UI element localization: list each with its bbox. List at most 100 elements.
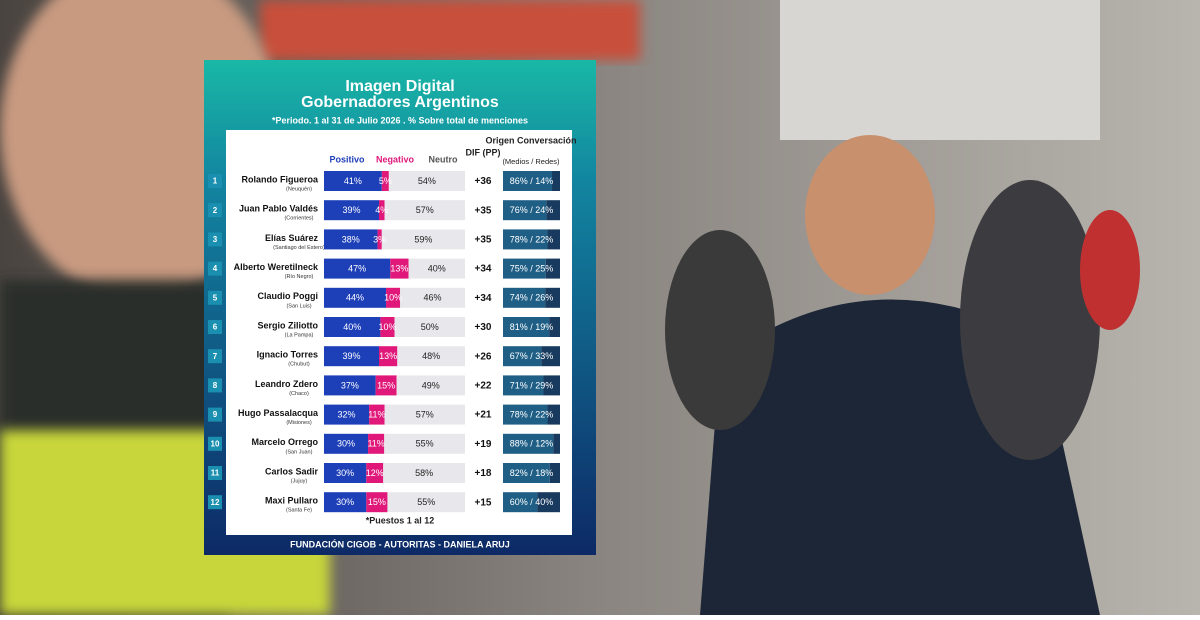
province: (Chaco) [289, 391, 309, 397]
dif: +18 [475, 468, 492, 479]
negative: 12% [366, 468, 384, 478]
neutral: 50% [421, 322, 439, 332]
bar-positive [324, 258, 391, 279]
bar-neutral [383, 463, 465, 483]
positive: 44% [346, 293, 364, 303]
province: (Corrientes) [284, 216, 313, 222]
positive: 38% [342, 234, 360, 244]
origin-redes [549, 463, 560, 483]
province: (Neuquén) [286, 186, 312, 192]
name: Rolando Figueroa [242, 174, 319, 184]
rank: 7 [213, 352, 218, 361]
bar-neutral [387, 492, 465, 513]
bar-negative [366, 463, 384, 483]
rank-box [208, 261, 222, 276]
neutral: 57% [416, 205, 434, 215]
name: Ignacio Torres [257, 350, 318, 360]
rank: 10 [211, 439, 220, 448]
bar-neutral [400, 287, 465, 308]
dif: +34 [475, 293, 492, 304]
dif: +21 [475, 410, 492, 421]
rank-box [208, 436, 222, 451]
dif: +36 [475, 176, 492, 187]
title: Imagen Digital [345, 78, 454, 95]
bar-negative [366, 492, 388, 513]
bar-neutral [381, 229, 465, 250]
origin-medios [503, 200, 547, 221]
dif: +19 [475, 439, 492, 450]
origin-medios [503, 171, 553, 191]
rank: 1 [213, 177, 218, 186]
rank-box [208, 378, 222, 393]
negative: 15% [368, 497, 386, 507]
origin-redes [547, 229, 560, 250]
col-header: Positivo [329, 154, 365, 164]
origin-redes [545, 287, 560, 308]
rank: 4 [213, 264, 218, 273]
origin: 71% / 29% [510, 380, 554, 390]
dif: +35 [475, 235, 492, 246]
positive: 32% [338, 409, 356, 419]
bar-positive [324, 492, 367, 513]
province: (Santiago del Estero) [273, 245, 325, 251]
negative: 3% [373, 234, 386, 244]
bar-negative [378, 346, 398, 367]
origin-medios [503, 463, 550, 483]
origin: 60% / 40% [510, 497, 554, 507]
bar-negative [377, 229, 382, 250]
positive: 41% [344, 176, 362, 186]
origin-redes [553, 433, 560, 454]
rank-box [208, 466, 222, 480]
positive: 37% [341, 380, 359, 390]
dif: +22 [475, 381, 492, 392]
rank-box [208, 349, 222, 364]
origin-redes [552, 171, 560, 191]
rank: 9 [213, 410, 218, 419]
negative: 11% [368, 409, 385, 419]
rank: 2 [213, 206, 218, 215]
rank-box [208, 407, 222, 422]
col-header: Origen Conversación [485, 135, 576, 145]
origin-redes [549, 317, 560, 337]
origin: 78% / 22% [510, 234, 554, 244]
origin-medios [503, 287, 546, 308]
negative: 10% [378, 322, 396, 332]
name: Leandro Zdero [255, 379, 319, 389]
origin-medios [503, 346, 542, 367]
origin-redes [546, 200, 560, 221]
negative: 11% [367, 439, 384, 449]
positive: 39% [342, 351, 360, 361]
origin-redes [543, 375, 560, 396]
origin-medios [503, 317, 550, 337]
footnote: *Puestos 1 al 12 [366, 515, 435, 525]
rank: 5 [213, 293, 218, 302]
origin-medios [503, 229, 548, 250]
bar-positive [324, 229, 378, 250]
subtitle: *Periodo. 1 al 31 de Julio 2026 . % Sobr… [272, 115, 528, 125]
origin: 67% / 33% [510, 351, 554, 361]
origin: 82% / 18% [510, 468, 554, 478]
rank-box [208, 232, 222, 247]
bar-neutral [388, 171, 465, 191]
neutral: 55% [416, 439, 434, 449]
positive: 39% [342, 205, 360, 215]
col-header: (Medios / Redes) [502, 157, 560, 166]
province: (Misiones) [286, 420, 312, 426]
name: Claudio Poggi [258, 291, 319, 301]
origin: 76% / 24% [510, 205, 554, 215]
bar-positive [324, 317, 381, 337]
neutral: 49% [422, 380, 440, 390]
name: Carlos Sadir [265, 466, 319, 476]
origin: 86% / 14% [510, 176, 554, 186]
negative: 15% [377, 380, 395, 390]
col-header: Neutro [429, 154, 459, 164]
province: (Chubut) [288, 362, 310, 368]
bar-negative [390, 258, 409, 279]
neutral: 46% [424, 293, 442, 303]
rank-box [208, 174, 222, 188]
bar-negative [368, 433, 385, 454]
credits: FUNDACIÓN CIGOB - AUTORITAS - DANIELA AR… [290, 538, 510, 549]
origin: 74% / 26% [510, 293, 554, 303]
